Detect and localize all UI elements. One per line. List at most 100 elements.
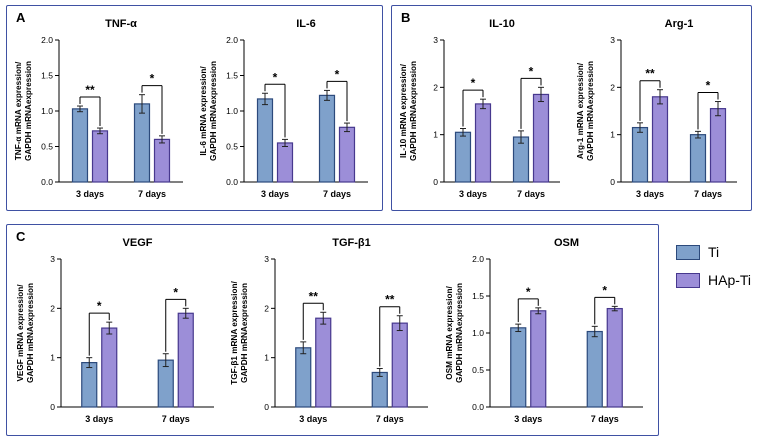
y-axis-label: IL-6 mRNA expression/: [199, 66, 208, 156]
y-axis-label: VEGF mRNA expression/: [16, 284, 25, 382]
y-tick-label: 3: [264, 254, 269, 264]
y-tick-label: 0: [610, 177, 615, 187]
y-tick-label: 1: [264, 353, 269, 363]
chart-svg: Arg-1 Arg-1 mRNA expression/GAPDH mRNAexp…: [576, 18, 737, 199]
chart-svg: TNF-α TNF-α mRNA expression/GAPDH mRNAexp…: [14, 18, 184, 199]
sig-asterisk: *: [529, 64, 534, 78]
bar-HAp-Ti-7days: [533, 93, 550, 183]
chart-title: OSM: [553, 237, 578, 249]
chart-arg1: Arg-1 Arg-1 mRNA expression/GAPDH mRNAexp…: [575, 14, 745, 204]
chart-il10: IL-10 IL-10 mRNA expression/GAPDH mRNAexp…: [398, 14, 568, 204]
chart-vegf: VEGF VEGF mRNA expression/GAPDH mRNAexpre…: [15, 233, 222, 429]
x-tick-label: 7 days: [323, 189, 351, 199]
x-tick-label: 7 days: [517, 189, 545, 199]
sig-asterisk: *: [173, 285, 178, 299]
y-tick-label: 1.5: [472, 291, 484, 301]
panel-B: B IL-10 IL-10 mRNA expression/GAPDH mRNAe…: [391, 5, 752, 211]
y-axis-label: GAPDH mRNAexpression: [586, 61, 595, 161]
y-tick-label: 2.0: [42, 35, 54, 45]
bar-HAp-Ti-7days: [391, 322, 408, 408]
y-tick-label: 1: [434, 130, 439, 140]
chart-title: TNF-α: [105, 18, 137, 30]
bar-HAp-Ti-7days: [154, 138, 171, 183]
chart-svg: OSM OSM mRNA expression/GAPDH mRNAexpress…: [445, 237, 643, 424]
y-axis-label: TNF-α mRNA expression/: [14, 61, 23, 160]
bar-Ti-7days: [371, 371, 388, 408]
y-tick-label: 0.0: [42, 177, 54, 187]
x-tick-label: 3 days: [85, 414, 113, 424]
bar-Ti-3days: [455, 131, 472, 183]
y-tick-label: 3: [610, 35, 615, 45]
sig-asterisk: *: [334, 67, 339, 81]
legend-label-hap-ti: HAp-Ti: [708, 272, 752, 288]
chart-il6: IL-6 IL-6 mRNA expression/GAPDH mRNAexpre…: [198, 14, 376, 204]
sig-asterisk: *: [272, 70, 277, 84]
sig-asterisk: *: [525, 285, 530, 299]
y-tick-label: 0: [50, 402, 55, 412]
chart-tnf-alpha: TNF-α TNF-α mRNA expression/GAPDH mRNAexp…: [13, 14, 191, 204]
chart-svg: VEGF VEGF mRNA expression/GAPDH mRNAexpre…: [16, 237, 214, 424]
bar-Ti-7days: [586, 330, 603, 408]
bar-HAp-Ti-3days: [92, 130, 109, 183]
bar-Ti-3days: [509, 327, 526, 408]
sig-asterisk: **: [385, 293, 395, 307]
legend: Ti HAp-Ti: [676, 244, 751, 288]
legend-item-ti: Ti: [676, 244, 751, 260]
sig-asterisk: **: [645, 67, 655, 81]
x-tick-label: 3 days: [636, 189, 664, 199]
y-tick-label: 1.0: [226, 106, 238, 116]
bar-Ti-3days: [256, 98, 273, 183]
y-tick-label: 1.5: [42, 71, 54, 81]
y-axis-label: GAPDH mRNAexpression: [26, 283, 35, 383]
chart-title: Arg-1: [664, 18, 693, 30]
sig-asterisk: *: [150, 72, 155, 86]
x-tick-label: 7 days: [694, 189, 722, 199]
chart-osm: OSM OSM mRNA expression/GAPDH mRNAexpress…: [444, 233, 651, 429]
y-axis-label: Arg-1 mRNA expression/: [576, 62, 585, 159]
y-tick-label: 2: [610, 82, 615, 92]
legend-swatch-ti: [676, 244, 700, 260]
y-tick-label: 0: [264, 402, 269, 412]
x-tick-label: 3 days: [459, 189, 487, 199]
sig-asterisk: **: [86, 83, 96, 97]
chart-title: VEGF: [122, 237, 152, 249]
y-tick-label: 3: [434, 35, 439, 45]
y-tick-label: 1.5: [226, 71, 238, 81]
y-axis-label: TGF-β1 mRNA expression/: [230, 281, 239, 385]
y-axis-label: GAPDH mRNAexpression: [455, 283, 464, 383]
bar-HAp-Ti-3days: [315, 317, 332, 408]
x-tick-label: 7 days: [590, 414, 618, 424]
legend-item-hap-ti: HAp-Ti: [676, 272, 751, 288]
panel-C: C VEGF VEGF mRNA expression/GAPDH mRNAexp…: [6, 224, 659, 436]
y-tick-label: 0.5: [472, 365, 484, 375]
chart-title: IL-6: [296, 18, 316, 30]
panel-label-C: C: [16, 229, 26, 244]
bar-HAp-Ti-7days: [338, 126, 355, 183]
y-tick-label: 2.0: [472, 254, 484, 264]
y-axis-label: GAPDH mRNAexpression: [24, 61, 33, 161]
y-axis-label: OSM mRNA expression/: [445, 286, 454, 380]
bar-Ti-3days: [295, 347, 312, 408]
y-axis-label: GAPDH mRNAexpression: [209, 61, 218, 161]
bar-HAp-Ti-3days: [651, 96, 668, 183]
y-tick-label: 2: [264, 303, 269, 313]
bar-HAp-Ti-3days: [276, 142, 293, 183]
y-tick-label: 1: [50, 353, 55, 363]
bar-HAp-Ti-3days: [475, 103, 492, 183]
bar-Ti-7days: [157, 359, 174, 408]
x-tick-label: 7 days: [376, 414, 404, 424]
y-tick-label: 2.0: [226, 35, 238, 45]
bar-HAp-Ti-7days: [709, 108, 726, 183]
y-tick-label: 0.0: [472, 402, 484, 412]
chart-svg: IL-10 IL-10 mRNA expression/GAPDH mRNAexp…: [399, 18, 561, 199]
y-tick-label: 1: [610, 130, 615, 140]
chart-svg: TGF-β1 TGF-β1 mRNA expression/GAPDH mRNAe…: [230, 237, 428, 424]
sig-asterisk: **: [309, 289, 319, 303]
x-tick-label: 3 days: [261, 189, 289, 199]
panel-label-B: B: [401, 10, 411, 25]
bar-HAp-Ti-7days: [606, 307, 623, 408]
chart-title: TGF-β1: [332, 237, 371, 249]
x-tick-label: 3 days: [299, 414, 327, 424]
bar-Ti-7days: [513, 136, 530, 183]
bar-Ti-3days: [72, 108, 89, 183]
